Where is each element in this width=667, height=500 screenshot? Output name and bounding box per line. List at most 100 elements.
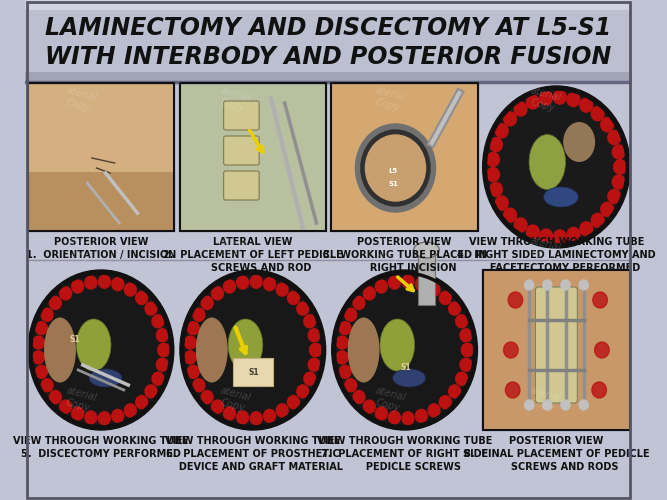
Circle shape bbox=[580, 222, 592, 236]
Circle shape bbox=[592, 382, 606, 398]
Circle shape bbox=[158, 344, 169, 356]
Circle shape bbox=[99, 412, 110, 425]
Circle shape bbox=[595, 342, 609, 358]
Circle shape bbox=[540, 91, 552, 105]
Circle shape bbox=[490, 138, 502, 151]
FancyBboxPatch shape bbox=[28, 83, 174, 172]
FancyBboxPatch shape bbox=[233, 358, 273, 386]
Text: VIEW THROUGH WORKING TUBE
7.  PLACEMENT OF RIGHT SIDE
     PEDICLE SCREWS: VIEW THROUGH WORKING TUBE 7. PLACEMENT O… bbox=[317, 436, 492, 472]
Circle shape bbox=[309, 344, 321, 356]
Circle shape bbox=[376, 280, 388, 293]
Ellipse shape bbox=[44, 318, 76, 382]
Circle shape bbox=[561, 280, 570, 290]
Circle shape bbox=[183, 273, 323, 427]
Circle shape bbox=[526, 95, 539, 109]
Circle shape bbox=[135, 292, 147, 304]
Circle shape bbox=[449, 302, 460, 315]
Circle shape bbox=[287, 396, 299, 408]
Circle shape bbox=[201, 296, 213, 310]
Circle shape bbox=[125, 283, 136, 296]
Circle shape bbox=[145, 302, 157, 315]
Circle shape bbox=[416, 278, 428, 290]
Circle shape bbox=[223, 280, 235, 293]
FancyBboxPatch shape bbox=[28, 83, 174, 231]
Circle shape bbox=[561, 400, 570, 410]
Circle shape bbox=[554, 230, 566, 244]
Circle shape bbox=[496, 196, 508, 210]
Circle shape bbox=[72, 280, 83, 293]
Circle shape bbox=[184, 336, 196, 349]
Circle shape bbox=[601, 202, 614, 216]
Text: aterial
Copy: aterial Copy bbox=[62, 236, 97, 264]
Circle shape bbox=[614, 160, 626, 174]
Text: S1: S1 bbox=[400, 363, 411, 372]
Circle shape bbox=[540, 229, 552, 243]
Circle shape bbox=[72, 407, 83, 420]
Circle shape bbox=[580, 98, 592, 112]
Circle shape bbox=[250, 412, 262, 425]
Circle shape bbox=[152, 315, 164, 328]
Circle shape bbox=[608, 190, 620, 203]
Circle shape bbox=[112, 410, 123, 422]
Circle shape bbox=[483, 86, 630, 248]
Circle shape bbox=[276, 404, 288, 417]
FancyBboxPatch shape bbox=[179, 83, 326, 231]
Circle shape bbox=[508, 292, 523, 308]
Text: aterial
Copy: aterial Copy bbox=[526, 86, 562, 114]
Ellipse shape bbox=[529, 134, 566, 190]
Circle shape bbox=[462, 344, 474, 356]
Circle shape bbox=[353, 390, 365, 404]
Circle shape bbox=[33, 336, 45, 349]
Circle shape bbox=[612, 175, 625, 189]
Circle shape bbox=[331, 270, 478, 430]
FancyBboxPatch shape bbox=[179, 83, 326, 231]
Text: VIEW THROUGH WORKING TUBE
4.  RIGHT SIDED LAMINECTOMY AND
     FACETECTOMY PERFO: VIEW THROUGH WORKING TUBE 4. RIGHT SIDED… bbox=[457, 237, 656, 274]
Circle shape bbox=[487, 168, 500, 181]
Circle shape bbox=[49, 390, 61, 404]
Circle shape bbox=[543, 280, 552, 290]
Circle shape bbox=[388, 276, 400, 289]
Circle shape bbox=[460, 329, 472, 342]
Ellipse shape bbox=[77, 319, 111, 371]
Circle shape bbox=[237, 276, 249, 289]
Ellipse shape bbox=[544, 187, 578, 207]
Circle shape bbox=[308, 358, 320, 371]
Circle shape bbox=[156, 329, 168, 342]
Circle shape bbox=[31, 273, 171, 427]
Circle shape bbox=[152, 372, 164, 385]
FancyBboxPatch shape bbox=[223, 101, 259, 130]
Ellipse shape bbox=[89, 369, 122, 387]
Circle shape bbox=[361, 130, 430, 206]
Text: aterial
Copy: aterial Copy bbox=[62, 86, 97, 114]
Circle shape bbox=[193, 379, 205, 392]
Circle shape bbox=[356, 124, 436, 212]
Text: VIEW THROUGH WORKING TUBE
5.  DISCECTOMY PERFORMED: VIEW THROUGH WORKING TUBE 5. DISCECTOMY … bbox=[13, 436, 189, 459]
Ellipse shape bbox=[414, 242, 439, 258]
Text: S1: S1 bbox=[248, 368, 259, 377]
Circle shape bbox=[158, 344, 169, 356]
Circle shape bbox=[456, 372, 468, 385]
Circle shape bbox=[201, 390, 213, 404]
Circle shape bbox=[211, 400, 223, 413]
FancyBboxPatch shape bbox=[331, 83, 478, 231]
Circle shape bbox=[287, 292, 299, 304]
Circle shape bbox=[297, 302, 309, 315]
Circle shape bbox=[524, 280, 534, 290]
Text: aterial
Copy: aterial Copy bbox=[526, 386, 562, 414]
Circle shape bbox=[33, 351, 45, 364]
Circle shape bbox=[456, 315, 468, 328]
Circle shape bbox=[345, 308, 357, 321]
Circle shape bbox=[60, 400, 71, 413]
Circle shape bbox=[49, 296, 61, 310]
Circle shape bbox=[504, 208, 516, 222]
Circle shape bbox=[591, 106, 604, 120]
Text: aterial
Copy: aterial Copy bbox=[217, 386, 252, 414]
Text: S1: S1 bbox=[388, 181, 398, 187]
Circle shape bbox=[490, 182, 502, 196]
Circle shape bbox=[504, 342, 518, 358]
Ellipse shape bbox=[348, 318, 380, 382]
Circle shape bbox=[263, 410, 275, 422]
Circle shape bbox=[579, 400, 588, 410]
Circle shape bbox=[145, 385, 157, 398]
Circle shape bbox=[112, 278, 123, 290]
